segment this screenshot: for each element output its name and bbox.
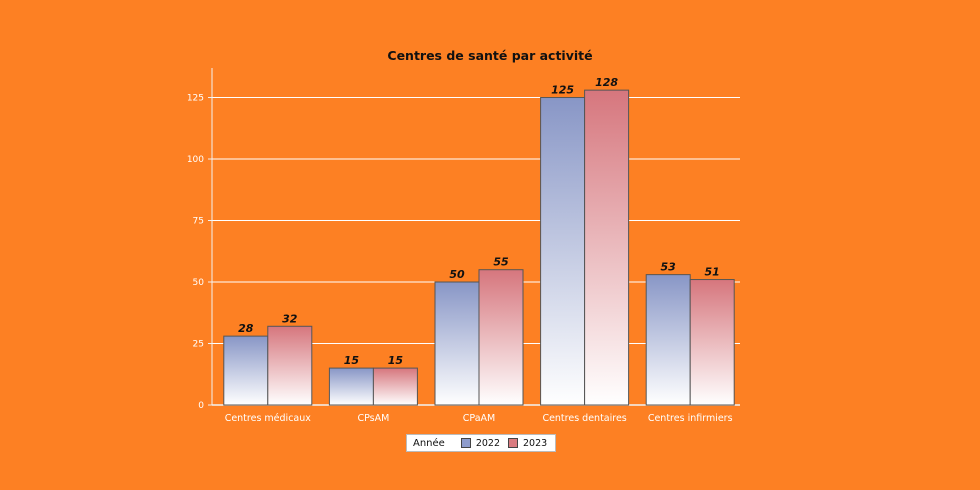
- legend-label-2023: 2023: [523, 437, 548, 449]
- bar-2022-2[interactable]: [434, 281, 480, 406]
- legend-label-2022: 2022: [475, 437, 501, 449]
- legend-item-2023[interactable]: 2023: [508, 438, 547, 449]
- bar-2023-2[interactable]: [478, 269, 524, 406]
- bar-2022-4[interactable]: [645, 274, 691, 406]
- legend-swatch-2023: [508, 438, 519, 448]
- x-category-label: CPaAM: [463, 413, 495, 424]
- bar-2023-1[interactable]: [372, 367, 418, 406]
- bar-2023-3[interactable]: [584, 89, 630, 406]
- y-tick-label: 125: [187, 94, 204, 104]
- legend-title: Année: [413, 437, 445, 449]
- y-tick-label: 25: [193, 340, 204, 350]
- data-labels: 28 32 15 15 50 55 125 128 53 51: [238, 76, 720, 367]
- data-label: 55: [493, 256, 509, 269]
- y-tick-label: 100: [187, 155, 204, 165]
- y-tick-label: 75: [193, 217, 204, 227]
- legend-swatch-2022: [460, 438, 471, 448]
- x-category-label: CPsAM: [357, 413, 389, 424]
- bar-2023-0[interactable]: [267, 325, 313, 406]
- data-label: 50: [449, 268, 465, 281]
- data-label: 125: [551, 84, 574, 97]
- y-tick-label: 0: [198, 401, 204, 411]
- data-label: 32: [282, 312, 298, 325]
- bar-2022-1[interactable]: [328, 367, 374, 406]
- data-label: 128: [595, 76, 618, 89]
- data-label: 28: [238, 322, 254, 335]
- y-tick-label: 50: [193, 278, 205, 288]
- data-label: 15: [344, 354, 360, 367]
- legend-item-2022[interactable]: 2022: [460, 437, 501, 449]
- bar-2023-4[interactable]: [689, 279, 735, 406]
- data-label: 15: [388, 354, 404, 367]
- bar-2022-0[interactable]: [223, 335, 269, 406]
- data-label: 53: [661, 261, 677, 274]
- legend: Année 2022 2023: [406, 434, 557, 452]
- x-category-label: Centres médicaux: [225, 413, 312, 424]
- bar-2022-3[interactable]: [540, 97, 586, 406]
- x-category-label: Centres dentaires: [542, 413, 626, 424]
- data-label: 51: [705, 266, 720, 279]
- chart-title: Centres de santé par activité: [387, 48, 592, 63]
- x-category-label: Centres infirmiers: [648, 413, 733, 424]
- bars: [223, 89, 735, 406]
